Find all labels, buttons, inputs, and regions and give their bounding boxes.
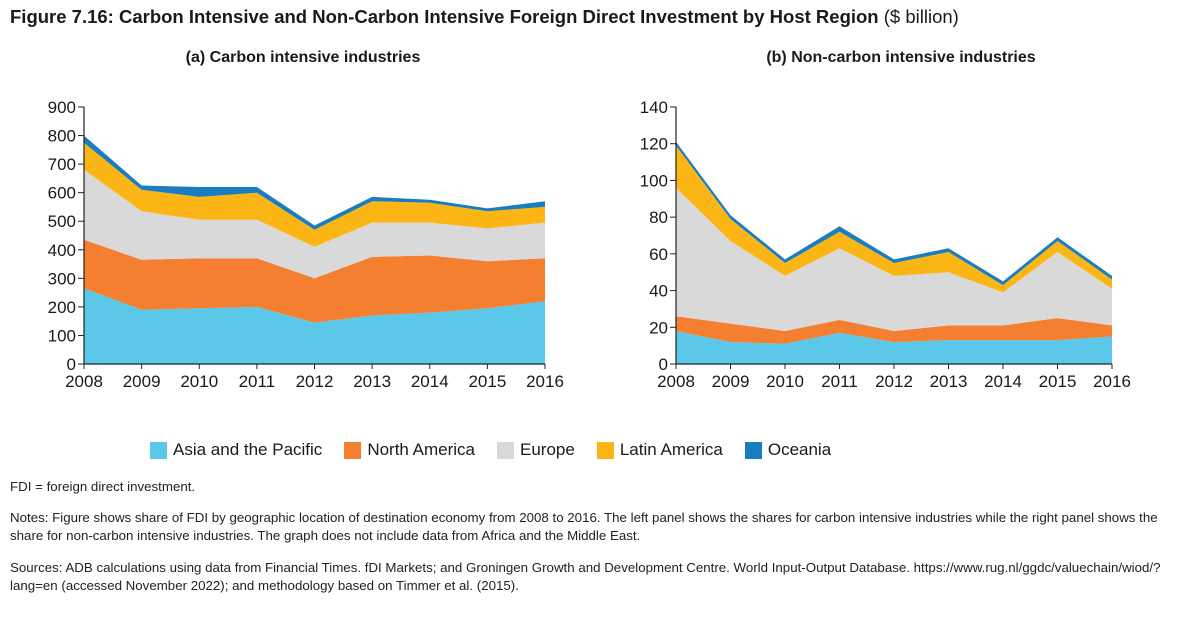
x-tick-label-a: 2009: [123, 372, 161, 391]
legend-item-latin-america: Latin America: [596, 440, 723, 460]
legend-swatch: [596, 441, 614, 459]
x-tick-label-a: 2013: [353, 372, 391, 391]
y-tick-label-a: 500: [48, 212, 76, 231]
area-b-latin-america: [676, 145, 1112, 293]
x-tick-label-b: 2013: [930, 372, 968, 391]
x-tick-label-a: 2010: [180, 372, 218, 391]
y-tick-label-b: 120: [640, 135, 668, 154]
y-tick-label-a: 400: [48, 241, 76, 260]
y-tick-label-b: 60: [649, 245, 668, 264]
x-tick-label-a: 2015: [468, 372, 506, 391]
y-tick-label-b: 140: [640, 98, 668, 117]
legend-swatch: [497, 441, 515, 459]
area-b-asia-and-the-pacific: [676, 331, 1112, 364]
legend-item-europe: Europe: [497, 440, 575, 460]
x-tick-label-a: 2016: [526, 372, 564, 391]
y-tick-label-b: 40: [649, 282, 668, 301]
x-tick-label-b: 2015: [1039, 372, 1077, 391]
x-tick-label-b: 2011: [821, 372, 858, 391]
x-tick-label-a: 2012: [296, 372, 334, 391]
area-a-north-america: [84, 239, 545, 323]
x-tick-label-b: 2009: [712, 372, 750, 391]
notes-text: Notes: Figure shows share of FDI by geog…: [10, 510, 1158, 543]
x-tick-label-a: 2011: [239, 372, 276, 391]
legend-item-asia-and-the-pacific: Asia and the Pacific: [150, 440, 322, 460]
sources-text: Sources: ADB calculations using data fro…: [10, 560, 1161, 593]
legend-swatch: [344, 441, 362, 459]
panel-a-title: (a) Carbon intensive industries: [185, 49, 421, 66]
x-tick-label-b: 2014: [984, 372, 1022, 391]
x-tick-label-a: 2014: [411, 372, 449, 391]
y-tick-label-b: 0: [659, 355, 668, 374]
y-tick-label-a: 100: [48, 326, 76, 345]
figure-title-text: Figure 7.16: Carbon Intensive and Non-Ca…: [10, 6, 879, 27]
legend-label: Asia and the Pacific: [173, 440, 323, 459]
area-b-europe: [676, 187, 1112, 331]
panel-b-title: (b) Non-carbon intensive industries: [766, 49, 1036, 66]
legend-label: Latin America: [619, 440, 723, 459]
x-tick-label-b: 2010: [766, 372, 804, 391]
y-tick-label-b: 80: [649, 208, 668, 227]
y-tick-label-a: 900: [48, 98, 76, 117]
y-tick-label-b: 20: [649, 318, 668, 337]
legend-swatch: [150, 441, 167, 459]
y-tick-label-a: 600: [48, 184, 76, 203]
x-tick-label-b: 2012: [875, 372, 913, 391]
legend-label: North America: [367, 440, 476, 459]
y-tick-label-b: 100: [640, 171, 668, 190]
x-tick-label-b: 2008: [657, 372, 695, 391]
y-tick-label-a: 800: [48, 127, 76, 146]
chart-legend: Asia and the Pacific North America Europe L…: [150, 440, 853, 460]
area-a-latin-america: [84, 142, 545, 247]
x-tick-label-a: 2008: [65, 372, 103, 391]
figure-title-unit: ($ billion): [883, 6, 959, 27]
legend-swatch: [744, 441, 762, 459]
y-tick-label-a: 200: [48, 298, 76, 317]
y-tick-label-a: 0: [67, 355, 76, 374]
area-b-north-america: [676, 316, 1112, 344]
legend-label: Europe: [520, 440, 575, 459]
y-tick-label-a: 700: [48, 155, 76, 174]
x-tick-label-b: 2016: [1093, 372, 1131, 391]
abbreviation-note: FDI = foreign direct investment.: [10, 479, 196, 494]
figure-title: Figure 7.16: Carbon Intensive and Non-Ca…: [10, 6, 959, 28]
legend-item-north-america: North America: [344, 440, 475, 460]
y-tick-label-a: 300: [48, 269, 76, 288]
area-a-europe: [84, 169, 545, 279]
area-a-asia-and-the-pacific: [84, 288, 545, 364]
legend-item-oceania: Oceania: [744, 440, 832, 460]
legend-label: Oceania: [767, 440, 832, 459]
